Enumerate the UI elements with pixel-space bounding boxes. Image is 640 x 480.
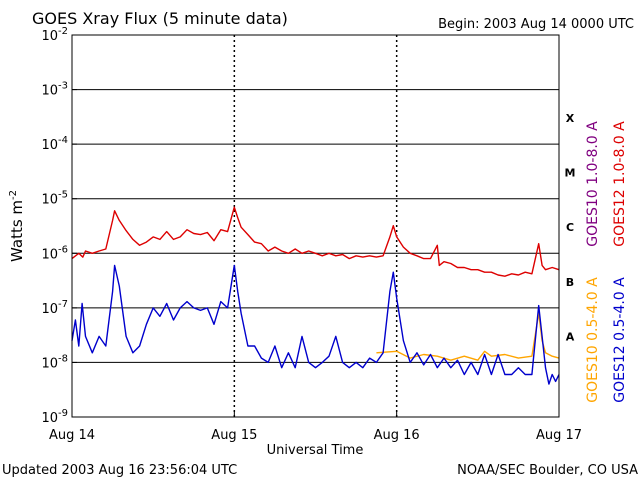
y-tick-exponent: -5: [58, 190, 68, 201]
y-tick-base: 10: [41, 411, 58, 426]
series-line-goes12-1-0-8-0-a: [71, 206, 560, 277]
legend-entry: GOES10 0.5-4.0 A: [585, 277, 601, 403]
y-tick-label: 10-8: [41, 353, 68, 371]
chart-title: GOES Xray Flux (5 minute data): [32, 9, 288, 28]
flare-class-b: B: [566, 276, 574, 289]
source-credit: NOAA/SEC Boulder, CO USA: [457, 463, 638, 478]
y-tick-base: 10: [41, 138, 58, 153]
legend: GOES10 1.0-8.0 A GOES12 1.0-8.0 A GOES10 0…: [585, 121, 628, 403]
flare-class-c: C: [566, 221, 574, 234]
y-tick-label: 10-3: [41, 81, 68, 99]
y-tick-label: 10-4: [41, 135, 68, 153]
flare-class-a: A: [566, 330, 575, 343]
y-axis: 10-210-310-410-510-610-710-810-9: [41, 26, 77, 426]
flare-class-m: M: [565, 167, 576, 180]
y-tick-base: 10: [41, 29, 58, 44]
x-axis-label: Universal Time: [267, 443, 364, 458]
y-tick-label: 10-5: [41, 190, 68, 208]
flare-class-x: X: [566, 112, 575, 125]
series-line-goes12-0-5-4-0-a: [71, 264, 560, 385]
y-tick-exponent: -4: [58, 135, 68, 146]
y-tick-label: 10-7: [41, 299, 68, 317]
x-tick-label: Aug 14: [49, 428, 95, 443]
legend-entry: GOES12 1.0-8.0 A: [612, 121, 628, 247]
plot-frame: [71, 34, 560, 418]
y-tick-exponent: -8: [58, 353, 68, 364]
y-tick-exponent: -2: [58, 26, 68, 37]
y-tick-base: 10: [41, 84, 58, 99]
y-tick-exponent: -6: [58, 244, 68, 255]
y-axis-label: Watts m-2: [8, 190, 26, 262]
y-tick-base: 10: [41, 193, 58, 208]
y-tick-base: 10: [41, 247, 58, 262]
y-tick-exponent: -7: [58, 299, 68, 310]
y-axis-label-text: Watts m: [8, 200, 26, 262]
y-tick-base: 10: [41, 356, 58, 371]
legend-entry: GOES10 1.0-8.0 A: [585, 121, 601, 247]
y-tick-exponent: -3: [58, 81, 68, 92]
data-series: [71, 206, 560, 385]
begin-timestamp: Begin: 2003 Aug 14 0000 UTC: [438, 17, 634, 32]
updated-timestamp: Updated 2003 Aug 16 23:56:04 UTC: [2, 463, 237, 478]
x-axis: Aug 14 Aug 15 Aug 16 Aug 17: [49, 411, 582, 443]
y-axis-label-exponent: -2: [8, 190, 19, 200]
y-tick-exponent: -9: [58, 408, 68, 419]
y-tick-label: 10-6: [41, 244, 68, 262]
y-tick-base: 10: [41, 302, 58, 317]
y-tick-label: 10-2: [41, 26, 68, 44]
legend-entry: GOES12 0.5-4.0 A: [612, 277, 628, 403]
x-tick-label: Aug 15: [211, 428, 257, 443]
flare-class-labels: X M C B A: [565, 112, 576, 343]
x-tick-label: Aug 17: [536, 428, 582, 443]
x-tick-label: Aug 16: [374, 428, 420, 443]
y-tick-label: 10-9: [41, 408, 68, 426]
